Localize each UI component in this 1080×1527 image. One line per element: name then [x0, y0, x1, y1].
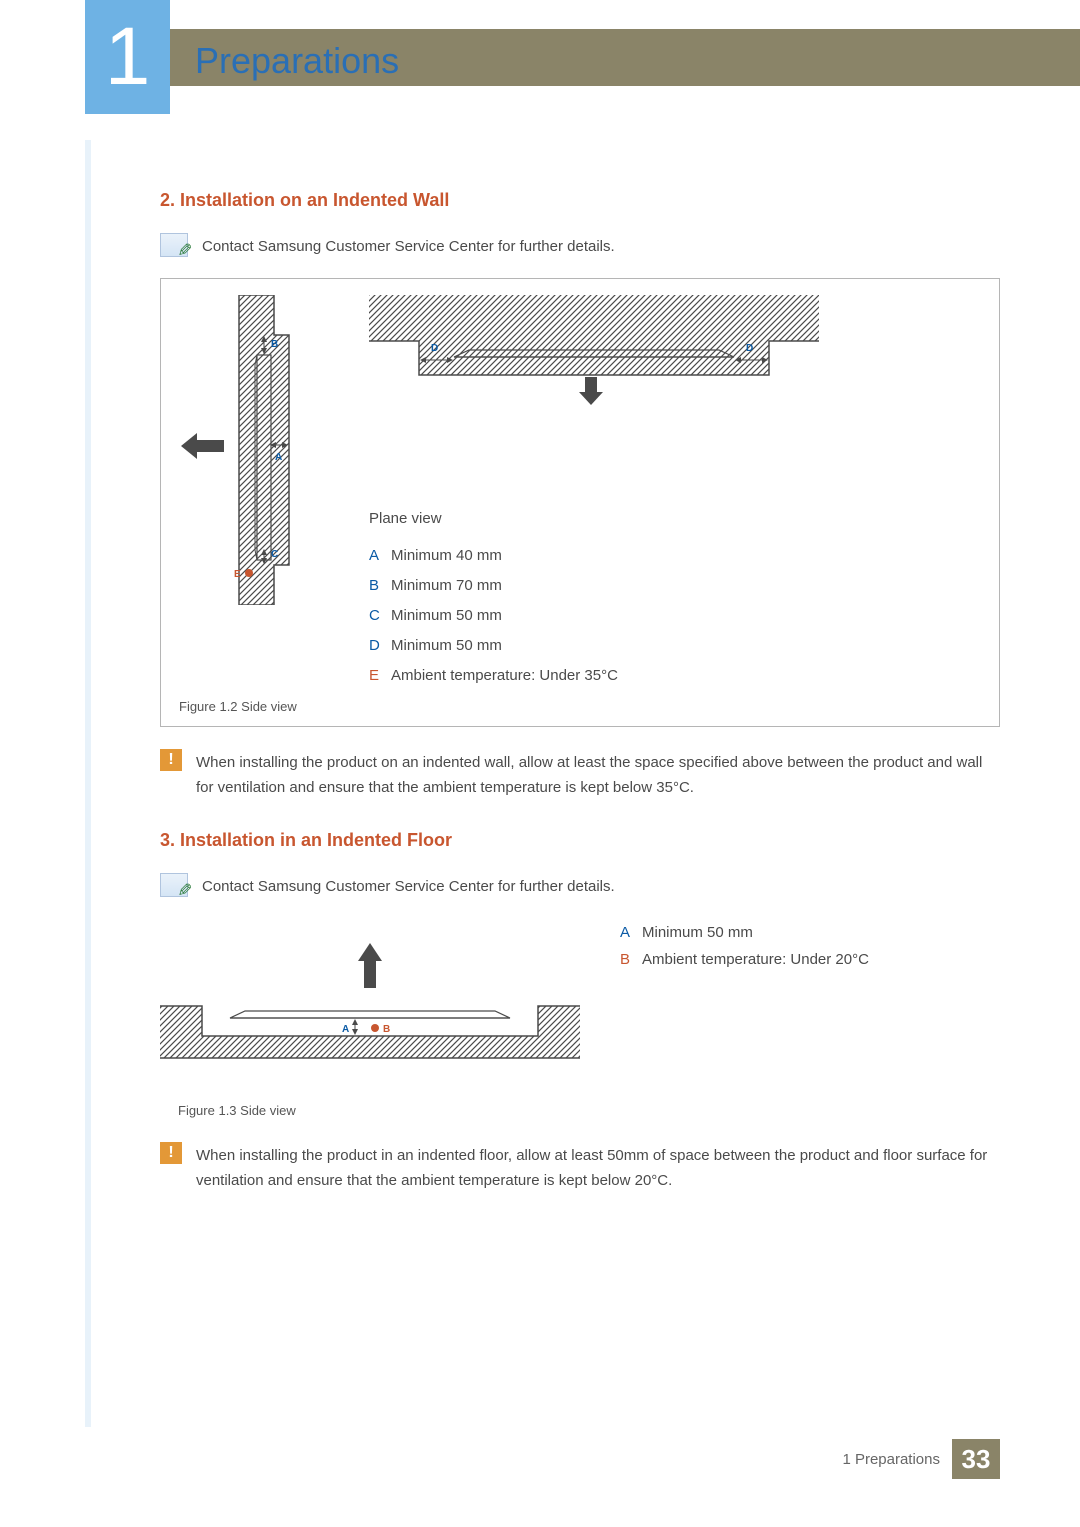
section3-heading: 3. Installation in an Indented Floor	[160, 830, 1000, 851]
section2-figcaption: Figure 1.2 Side view	[179, 699, 981, 714]
label-A: A	[275, 452, 282, 463]
note-icon	[160, 873, 188, 897]
section3-figcaption: Figure 1.3 Side view	[178, 1103, 580, 1118]
diagram-floor-side-view: A B	[160, 918, 580, 1078]
section2-heading: 2. Installation on an Indented Wall	[160, 190, 1000, 211]
label-B: B	[271, 339, 278, 350]
section3-warning-row: ! When installing the product in an inde…	[160, 1142, 1000, 1194]
legend-E: Ambient temperature: Under 35°C	[391, 667, 618, 684]
footer: 1 Preparations 33	[842, 1439, 1000, 1479]
section3-contact-row: Contact Samsung Customer Service Center …	[160, 873, 1000, 900]
chapter-tab: 1	[85, 0, 170, 114]
section3-legend: AMinimum 50 mm BAmbient temperature: Und…	[620, 918, 869, 972]
note-icon	[160, 233, 188, 257]
warning-icon: !	[160, 1142, 182, 1164]
legend-C: Minimum 50 mm	[391, 607, 502, 624]
chapter-number: 1	[105, 10, 151, 104]
warning-icon: !	[160, 749, 182, 771]
section3-contact-text: Contact Samsung Customer Service Center …	[202, 873, 615, 900]
footer-page: 33	[952, 1439, 1000, 1479]
section2-contact-text: Contact Samsung Customer Service Center …	[202, 233, 615, 260]
chapter-title: Preparations	[195, 40, 399, 82]
legend-D: Minimum 50 mm	[391, 637, 502, 654]
legend-A: Minimum 40 mm	[391, 547, 502, 564]
svg-text:D: D	[746, 343, 753, 354]
svg-text:A: A	[342, 1024, 349, 1035]
section3-warning-text: When installing the product in an indent…	[196, 1142, 1000, 1194]
section2-contact-row: Contact Samsung Customer Service Center …	[160, 233, 1000, 260]
svg-text:B: B	[383, 1024, 390, 1035]
label-C: C	[271, 549, 278, 560]
diagram-plane-view: D D	[369, 295, 819, 405]
side-strip	[85, 140, 91, 1427]
legend3-A: Minimum 50 mm	[642, 924, 753, 941]
svg-text:D: D	[431, 343, 438, 354]
section2-warning-row: ! When installing the product on an inde…	[160, 749, 1000, 801]
legend3-B: Ambient temperature: Under 20°C	[642, 951, 869, 968]
label-E: E	[234, 569, 241, 580]
footer-text: 1 Preparations	[842, 1451, 940, 1468]
section2-legend: AMinimum 40 mm BMinimum 70 mm CMinimum 5…	[369, 541, 981, 691]
plane-view-label: Plane view	[369, 510, 981, 527]
diagram-side-view: B A C E	[179, 295, 329, 605]
content: 2. Installation on an Indented Wall Cont…	[160, 190, 1000, 1212]
section2-diagram-box: B A C E	[160, 278, 1000, 727]
legend-B: Minimum 70 mm	[391, 577, 502, 594]
section2-warning-text: When installing the product on an indent…	[196, 749, 1000, 801]
